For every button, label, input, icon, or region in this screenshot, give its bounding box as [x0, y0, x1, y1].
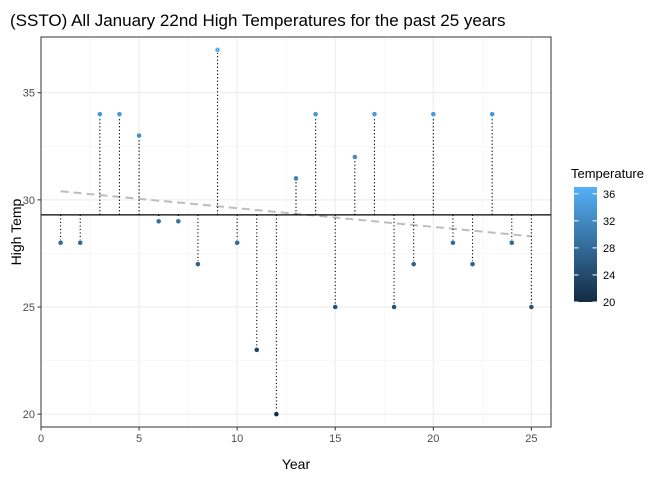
legend: Temperature 20 24 28 32 36 [571, 166, 644, 309]
legend-tick-label: 36 [603, 189, 615, 201]
x-tick-label: 10 [231, 433, 243, 445]
points [57, 46, 535, 418]
data-point [57, 239, 64, 246]
x-axis-label: Year [282, 456, 311, 472]
data-point [371, 111, 378, 118]
y-tick-label: 25 [23, 302, 35, 314]
y-axis-ticks: 20 25 30 35 [23, 88, 41, 421]
x-tick-label: 25 [525, 433, 537, 445]
legend-colorbar [574, 187, 597, 302]
legend-tick-label: 24 [603, 270, 615, 282]
legend-ticks: 20 24 28 32 36 [574, 189, 615, 309]
plot-panel [41, 37, 551, 427]
y-tick-label: 20 [23, 409, 35, 421]
data-point [469, 261, 476, 268]
x-axis-ticks: 0 5 10 15 20 25 [38, 427, 538, 445]
x-tick-label: 5 [136, 433, 142, 445]
data-point [292, 175, 300, 182]
data-point [77, 239, 84, 246]
legend-tick-label: 32 [603, 216, 615, 228]
legend-tick-label: 20 [603, 297, 615, 309]
data-point [96, 111, 103, 118]
plot-border [40, 36, 552, 428]
data-point [175, 218, 182, 225]
legend-title: Temperature [571, 166, 644, 181]
data-point [332, 303, 339, 311]
x-tick-label: 0 [38, 433, 44, 445]
data-point [528, 303, 535, 311]
data-point [273, 411, 280, 418]
legend-tick-label: 28 [603, 243, 615, 255]
x-tick-label: 20 [427, 433, 439, 445]
data-point [214, 46, 221, 53]
data-point [390, 303, 398, 311]
data-point [489, 111, 496, 118]
stems [60, 49, 532, 415]
data-point [449, 239, 457, 246]
y-tick-label: 30 [23, 195, 35, 207]
data-point [508, 239, 515, 246]
data-point [194, 261, 202, 268]
chart-title: (SSTO) All January 22nd High Temperature… [10, 11, 505, 30]
data-point [312, 111, 319, 118]
x-tick-label: 15 [329, 433, 341, 445]
data-point [253, 346, 260, 353]
data-point [116, 111, 123, 118]
data-point [410, 261, 417, 268]
data-point [135, 132, 143, 139]
data-point [234, 239, 241, 246]
y-tick-label: 35 [23, 88, 35, 100]
data-point [430, 111, 437, 118]
y-axis-label: High Temp [8, 198, 24, 265]
data-point [351, 153, 358, 161]
data-point [155, 218, 162, 225]
